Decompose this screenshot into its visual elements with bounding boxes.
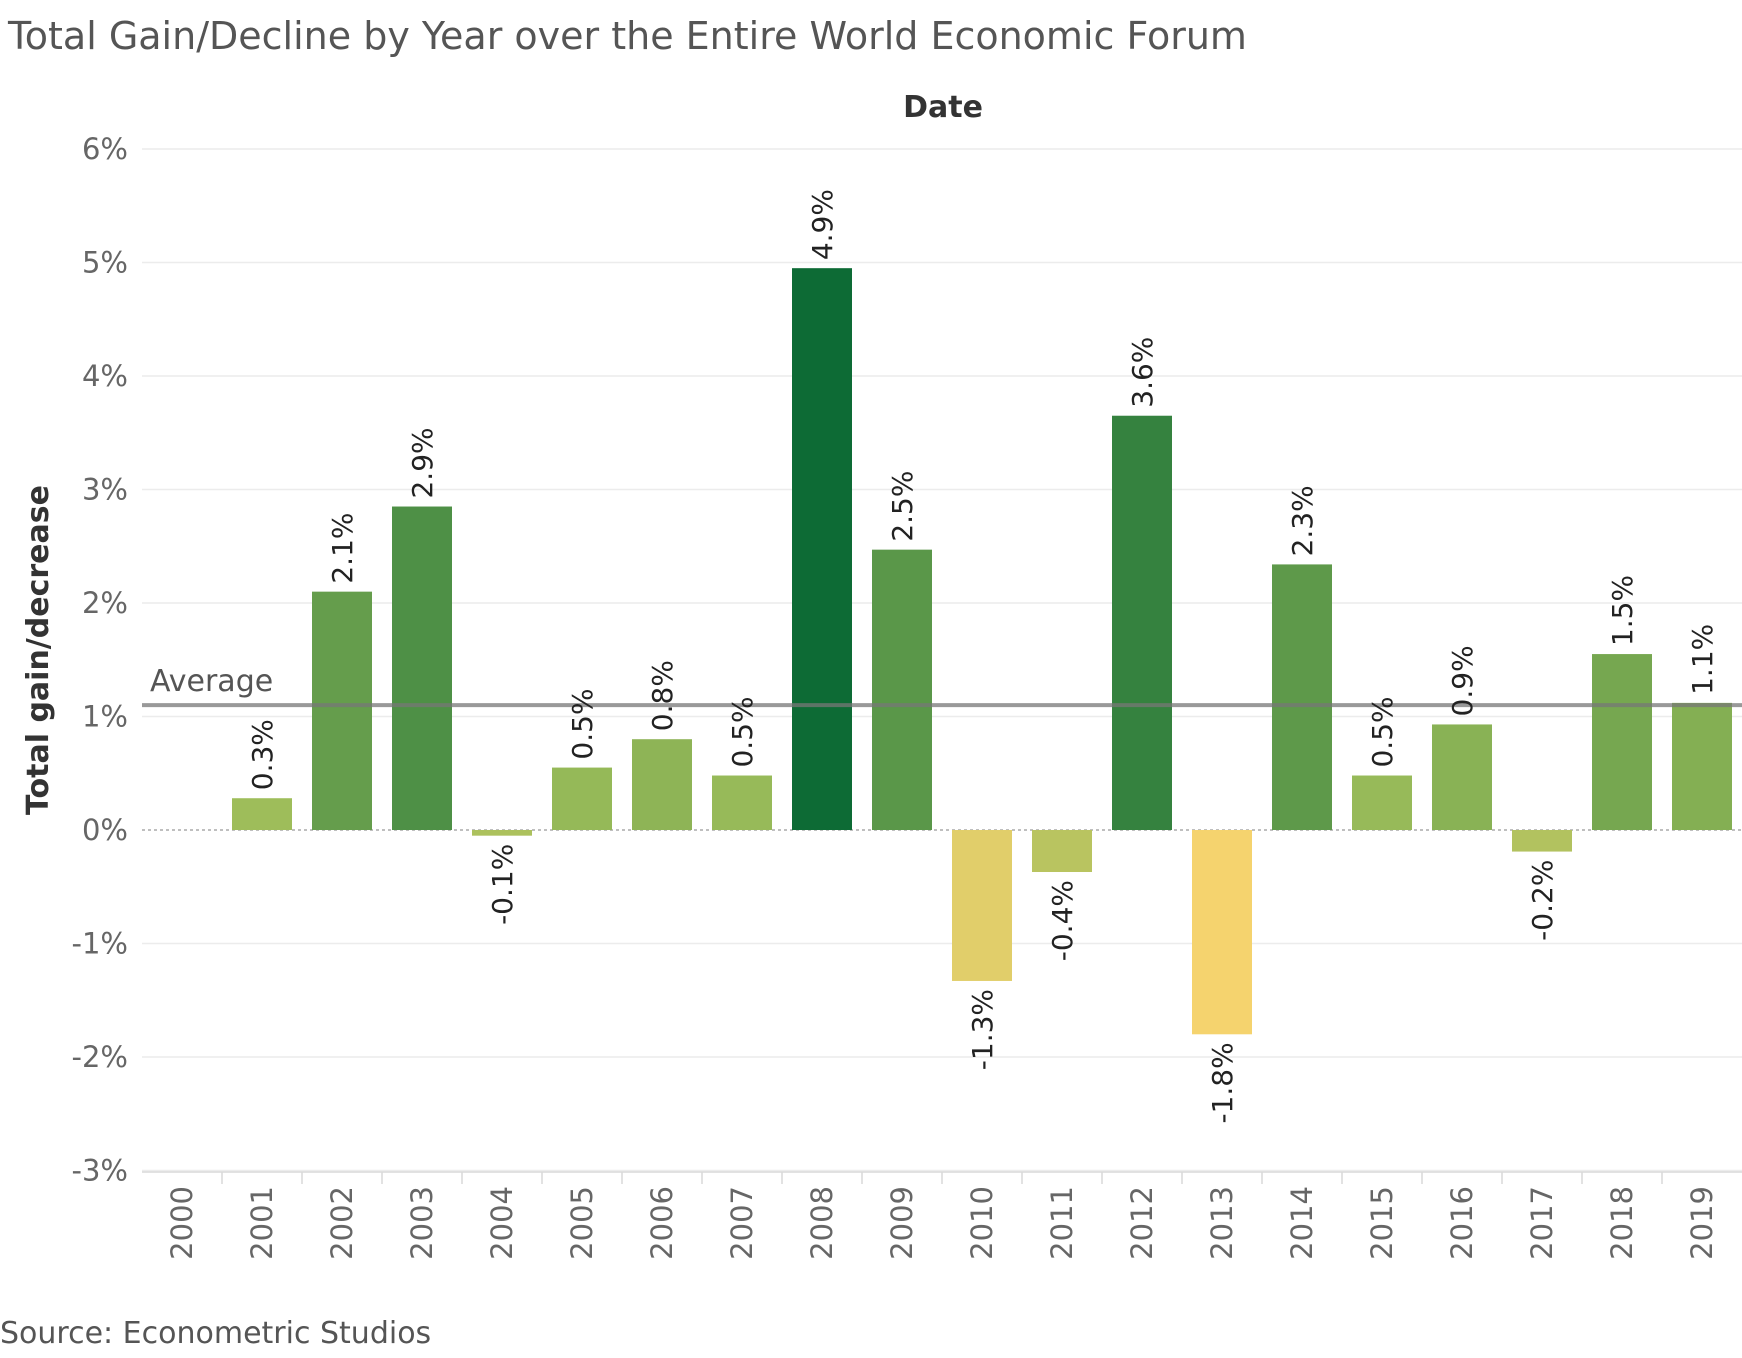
data-label: 1.1% xyxy=(1686,624,1719,695)
data-label: 2.1% xyxy=(326,513,359,584)
x-tick-label: 2005 xyxy=(565,1186,599,1260)
x-tick-label: 2013 xyxy=(1205,1186,1239,1260)
y-tick-label: 1% xyxy=(82,700,128,734)
x-tick-label: 2009 xyxy=(885,1186,919,1260)
bar-2011[interactable] xyxy=(1032,830,1092,872)
bar-2002[interactable] xyxy=(312,591,372,830)
bar-2006[interactable] xyxy=(632,739,692,830)
data-label: 3.6% xyxy=(1126,337,1159,408)
y-tick-label: 6% xyxy=(82,132,128,166)
y-tick-label: -3% xyxy=(72,1154,128,1188)
x-tick-label: 2015 xyxy=(1365,1186,1399,1260)
data-label: 4.9% xyxy=(806,189,839,260)
bar-2001[interactable] xyxy=(232,798,292,830)
bar-2018[interactable] xyxy=(1592,654,1652,830)
x-tick-label: 2008 xyxy=(805,1186,839,1260)
x-tick-label: 2017 xyxy=(1525,1186,1559,1260)
x-tick-label: 2012 xyxy=(1125,1186,1159,1260)
y-tick-label: 5% xyxy=(82,246,128,280)
x-tick-label: 2003 xyxy=(405,1186,439,1260)
x-tick-label: 2006 xyxy=(645,1186,679,1260)
data-label: -0.2% xyxy=(1526,860,1559,941)
data-label: 1.5% xyxy=(1606,575,1639,646)
data-label: -0.4% xyxy=(1046,880,1079,961)
data-label: 0.5% xyxy=(566,688,599,759)
x-tick-label: 2002 xyxy=(325,1186,359,1260)
x-tick-label: 2010 xyxy=(965,1186,999,1260)
data-label: 2.3% xyxy=(1286,485,1319,556)
bar-2008[interactable] xyxy=(792,268,852,830)
data-label: 2.5% xyxy=(886,471,919,542)
chart-title: Total Gain/Decline by Year over the Enti… xyxy=(8,14,1247,58)
x-tick-label: 2000 xyxy=(165,1186,199,1260)
bar-2010[interactable] xyxy=(952,830,1012,981)
data-label: 0.5% xyxy=(726,696,759,767)
average-label: Average xyxy=(150,664,273,699)
bar-2003[interactable] xyxy=(392,506,452,830)
source-note: Source: Econometric Studios xyxy=(0,1316,432,1351)
bar-2007[interactable] xyxy=(712,775,772,830)
y-tick-label: 3% xyxy=(82,473,128,507)
data-label: 0.8% xyxy=(646,660,679,731)
y-tick-label: 2% xyxy=(82,586,128,620)
bar-2017[interactable] xyxy=(1512,830,1572,852)
data-label: 0.9% xyxy=(1446,645,1479,716)
data-label: 0.5% xyxy=(1366,696,1399,767)
bar-2014[interactable] xyxy=(1272,564,1332,830)
data-labels: 0.3% 2.1% 2.9% -0.1% 0.5% 0.8% 0.5% 4.9% 2.5% -1.… xyxy=(246,189,1719,1124)
y-tick-label: -1% xyxy=(72,927,128,961)
bar-2012[interactable] xyxy=(1112,415,1172,830)
bar-2019[interactable] xyxy=(1672,702,1732,830)
y-tick-label: 4% xyxy=(82,359,128,393)
x-tick-label: 2018 xyxy=(1605,1186,1639,1260)
x-tick-label: 2011 xyxy=(1045,1186,1079,1260)
average-reference-line: Average xyxy=(142,664,1742,708)
y-axis-title: Total gain/decrease xyxy=(21,485,56,815)
data-label: 2.9% xyxy=(406,427,439,498)
data-label: -1.8% xyxy=(1206,1042,1239,1123)
x-tick-label: 2019 xyxy=(1685,1186,1719,1260)
data-label: 0.3% xyxy=(246,719,279,790)
y-tick-label: -2% xyxy=(72,1040,128,1074)
data-label: -0.1% xyxy=(486,844,519,925)
x-tick-label: 2004 xyxy=(485,1186,519,1260)
y-axis-ticks: 6% 5% 4% 3% 2% 1% 0% -1% -2% -3% xyxy=(72,132,128,1188)
bar-2016[interactable] xyxy=(1432,724,1492,830)
bar-2015[interactable] xyxy=(1352,775,1412,830)
x-tick-label: 2001 xyxy=(245,1186,279,1260)
x-axis-ticks: 2000 2001 2002 2003 2004 2005 2006 2007 2008 2009… xyxy=(165,1172,1719,1260)
x-axis-title: Date xyxy=(903,90,983,125)
data-label: -1.3% xyxy=(966,989,999,1070)
bar-2005[interactable] xyxy=(552,767,612,830)
bar-2013[interactable] xyxy=(1192,830,1252,1035)
y-tick-label: 0% xyxy=(82,813,128,847)
x-tick-label: 2016 xyxy=(1445,1186,1479,1260)
bars xyxy=(232,268,1732,1035)
x-tick-label: 2014 xyxy=(1285,1186,1319,1260)
x-tick-label: 2007 xyxy=(725,1186,759,1260)
bar-2009[interactable] xyxy=(872,549,932,830)
bar-2004[interactable] xyxy=(472,830,532,836)
gridlines xyxy=(142,148,1742,1173)
